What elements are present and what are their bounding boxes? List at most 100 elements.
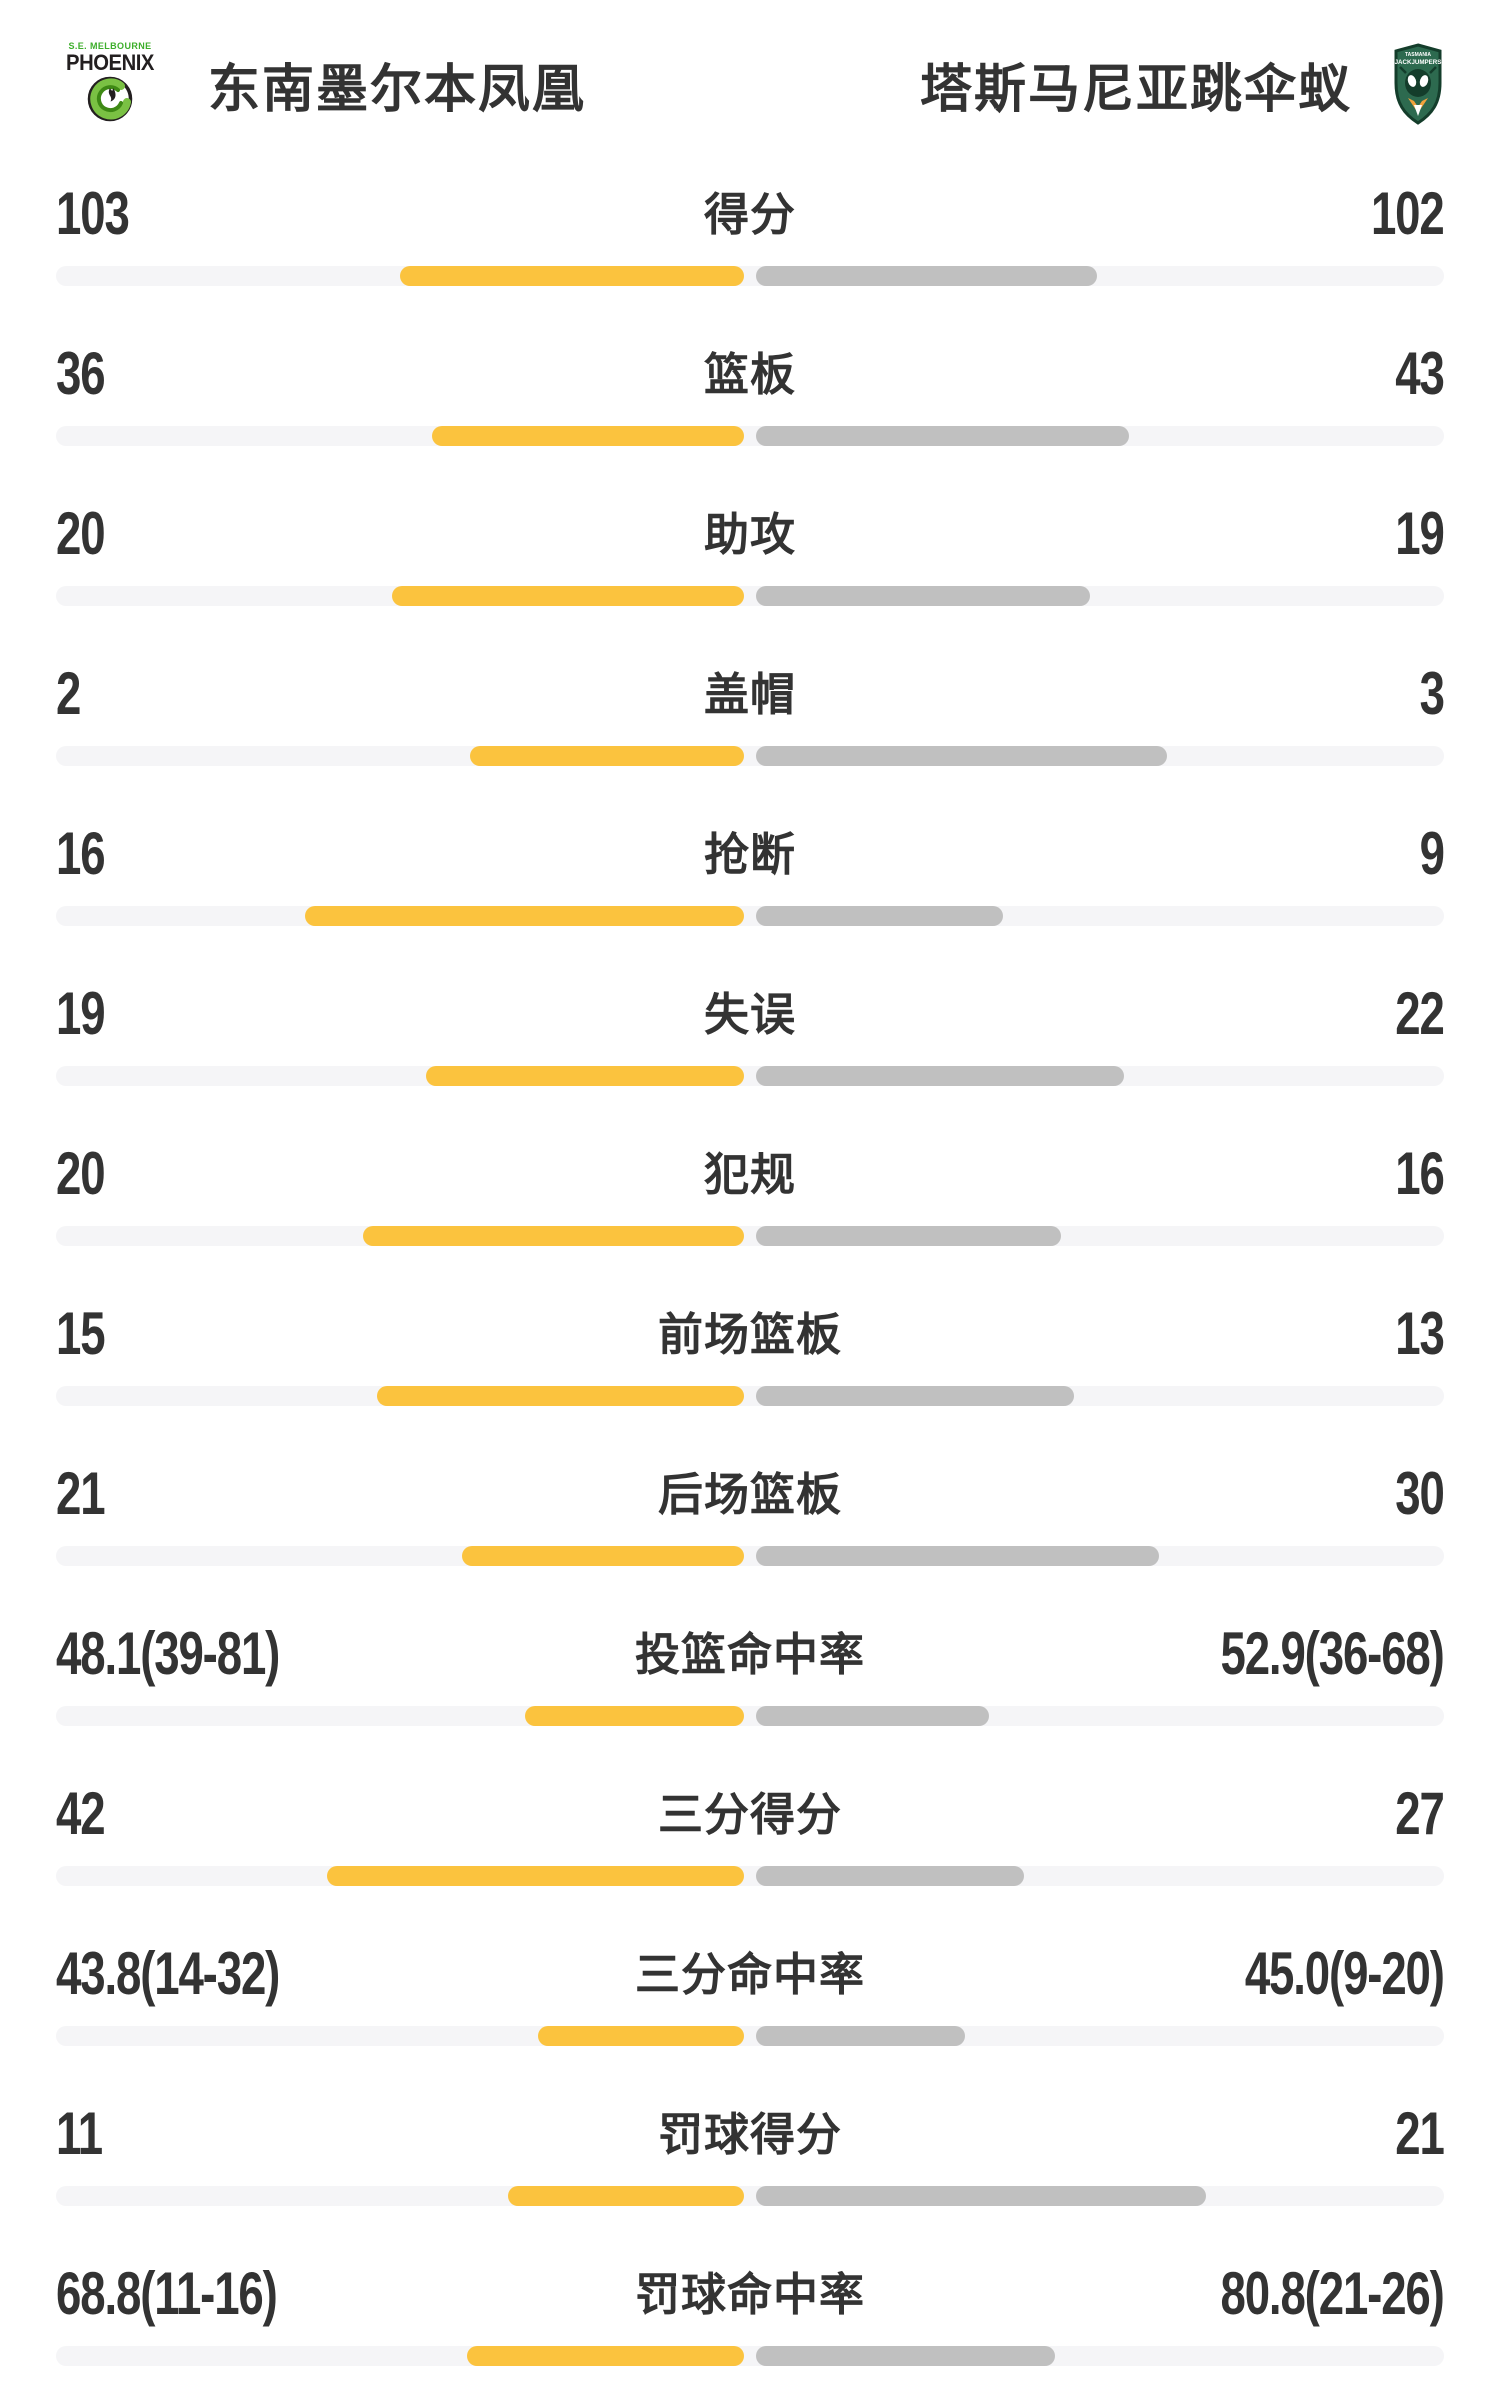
left-team-bar — [467, 2346, 744, 2366]
stat-label: 失误 — [703, 989, 797, 1041]
right-team-value: 3 — [1419, 659, 1445, 727]
right-team-bar — [756, 586, 1091, 606]
stat-bar-track — [56, 1066, 1444, 1086]
left-team-bar — [431, 426, 744, 446]
stat-bar-track — [56, 1386, 1444, 1406]
stat-row: 43.8(14-32) 三分命中率 45.0(9-20) — [56, 1912, 1445, 2072]
right-team-value: 52.9(36-68) — [1220, 1619, 1445, 1687]
stat-bar-track — [56, 2186, 1444, 2206]
stat-row: 68.8(11-16) 罚球命中率 80.8(21-26) — [56, 2232, 1445, 2392]
stat-bar-track — [56, 426, 1444, 446]
stat-label: 篮板 — [703, 349, 797, 401]
left-team-value: 19 — [56, 979, 106, 1047]
stat-row: 36 篮板 43 — [56, 312, 1446, 472]
match-header: S.E. MELBOURNE PHOENIX 东南墨尔本凤凰 塔斯马尼亚跳伞蚁 … — [0, 0, 1500, 140]
phoenix-emblem-icon — [87, 76, 133, 122]
right-team-value: 22 — [1395, 979, 1446, 1047]
right-team-name: 塔斯马尼亚跳伞蚁 — [919, 60, 1352, 119]
stat-label: 得分 — [703, 189, 797, 241]
phoenix-logo-icon: S.E. MELBOURNE PHOENIX — [56, 42, 164, 126]
stat-bar-track — [56, 1546, 1444, 1566]
stat-label: 助攻 — [703, 509, 797, 561]
stat-row: 16 抢断 9 — [56, 792, 1445, 952]
stat-row: 48.1(39-81) 投篮命中率 52.9(36-68) — [56, 1592, 1445, 1752]
left-team-bar — [469, 746, 744, 766]
stat-bar-track — [56, 2026, 1444, 2046]
left-team-value: 20 — [56, 499, 106, 567]
left-team-value: 2 — [56, 659, 81, 727]
right-team-header: 塔斯马尼亚跳伞蚁 TASMANIA JACKJUMPERS — [920, 43, 1444, 125]
left-team-value: 16 — [56, 819, 106, 887]
stat-bar-track — [56, 1226, 1444, 1246]
stat-bar-track — [56, 1706, 1444, 1726]
right-team-bar — [756, 266, 1098, 286]
left-team-bar — [426, 1066, 744, 1086]
phoenix-logo-main-text: PHOENIX — [66, 50, 154, 75]
right-team-bar — [756, 1546, 1160, 1566]
right-team-bar — [756, 426, 1130, 446]
stat-label: 后场篮板 — [657, 1469, 843, 1521]
stat-bar-track — [56, 586, 1444, 606]
stat-label: 三分得分 — [657, 1789, 843, 1841]
stat-bar-track — [56, 746, 1444, 766]
stat-bar-track — [56, 266, 1444, 286]
right-team-value: 21 — [1395, 2099, 1446, 2167]
right-team-value: 102 — [1371, 179, 1445, 247]
right-team-value: 13 — [1395, 1299, 1446, 1367]
right-team-value: 27 — [1395, 1779, 1446, 1847]
right-team-value: 16 — [1395, 1139, 1446, 1207]
right-team-value: 43 — [1395, 339, 1446, 407]
left-team-value: 21 — [56, 1459, 106, 1527]
stat-row: 19 失误 22 — [56, 952, 1446, 1112]
right-team-bar — [756, 1386, 1075, 1406]
right-team-bar — [756, 746, 1168, 766]
phoenix-logo-top-text: S.E. MELBOURNE — [68, 41, 152, 51]
stat-label: 投篮命中率 — [634, 1629, 866, 1681]
left-team-bar — [363, 1226, 744, 1246]
stats-comparison-list: 103 得分 102 36 篮板 43 20 助攻 19 — [0, 140, 1500, 2392]
left-team-bar — [461, 1546, 744, 1566]
stat-row: 2 盖帽 3 — [56, 632, 1445, 792]
stat-bar-track — [56, 1866, 1444, 1886]
right-team-value: 9 — [1419, 819, 1445, 887]
left-team-name: 东南墨尔本凤凰 — [208, 60, 587, 119]
stat-label: 前场篮板 — [657, 1309, 843, 1361]
right-team-bar — [756, 906, 1003, 926]
left-team-bar — [376, 1386, 744, 1406]
right-team-bar — [756, 2026, 966, 2046]
stat-row: 15 前场篮板 13 — [56, 1272, 1446, 1432]
left-team-value: 20 — [56, 1139, 106, 1207]
left-team-value: 103 — [56, 179, 130, 247]
stat-label: 抢断 — [703, 829, 797, 881]
right-team-value: 30 — [1395, 1459, 1446, 1527]
left-team-bar — [508, 2186, 744, 2206]
left-team-value: 68.8(11-16) — [56, 2259, 278, 2327]
stat-row: 20 犯规 16 — [56, 1112, 1446, 1272]
stat-label: 罚球得分 — [657, 2109, 843, 2161]
stat-row: 11 罚球得分 21 — [56, 2072, 1446, 2232]
left-team-header: S.E. MELBOURNE PHOENIX 东南墨尔本凤凰 — [56, 42, 586, 126]
left-team-value: 15 — [56, 1299, 106, 1367]
stat-label: 犯规 — [703, 1149, 797, 1201]
right-team-value: 19 — [1395, 499, 1446, 567]
jackjumpers-logo-line2: JACKJUMPERS — [1395, 59, 1442, 66]
left-team-bar — [399, 266, 744, 286]
stat-row: 42 三分得分 27 — [56, 1752, 1446, 1912]
stat-row: 21 后场篮板 30 — [56, 1432, 1446, 1592]
jackjumpers-logo-line1: TASMANIA — [1405, 52, 1431, 58]
left-team-value: 48.1(39-81) — [56, 1619, 280, 1687]
jackjumpers-logo-icon: TASMANIA JACKJUMPERS — [1394, 43, 1442, 125]
right-team-value: 45.0(9-20) — [1245, 1939, 1445, 2007]
left-team-bar — [326, 1866, 744, 1886]
left-team-value: 11 — [56, 2099, 103, 2167]
right-team-bar — [756, 1226, 1061, 1246]
left-team-value: 36 — [56, 339, 106, 407]
stat-bar-track — [56, 2346, 1444, 2366]
right-team-bar — [756, 1866, 1025, 1886]
left-team-bar — [305, 906, 744, 926]
stat-row: 20 助攻 19 — [56, 472, 1446, 632]
right-team-bar — [756, 2186, 1206, 2206]
stat-row: 103 得分 102 — [56, 152, 1445, 312]
left-team-bar — [524, 1706, 744, 1726]
right-team-bar — [756, 1706, 990, 1726]
